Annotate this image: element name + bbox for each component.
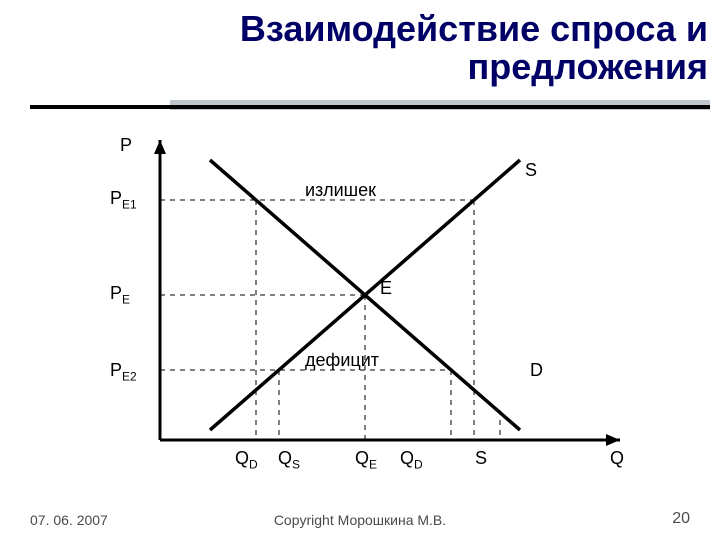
qty-label-qd-left: QD	[235, 448, 258, 472]
curve-label-d: D	[530, 360, 543, 381]
supply-demand-chart: P S D E Q излишек дефицит PE1 PE PE2 QD …	[80, 140, 640, 480]
footer-copyright: Copyright Морошкина М.В.	[0, 512, 720, 528]
qty-label-qd-right: QD	[400, 448, 423, 472]
title-rule-black	[30, 105, 710, 109]
qty-label-s-right: S	[475, 448, 487, 469]
qty-label-qe: QE	[355, 448, 377, 472]
label-deficit: дефицит	[305, 350, 379, 371]
point-label-e: E	[380, 278, 392, 299]
footer-slide-number: 20	[672, 510, 690, 528]
curve-label-s: S	[525, 160, 537, 181]
axis-label-p: P	[120, 135, 132, 156]
qty-label-qs-left: QS	[278, 448, 300, 472]
slide-title: Взаимодействие спроса и предложения	[240, 10, 708, 86]
price-label-pe: PE	[110, 283, 130, 307]
price-label-pe1: PE1	[110, 188, 137, 212]
price-label-pe2: PE2	[110, 360, 137, 384]
title-line-2: предложения	[468, 46, 708, 87]
title-line-1: Взаимодействие спроса и	[240, 8, 708, 49]
label-surplus: излишек	[305, 180, 376, 201]
axis-label-q: Q	[610, 448, 624, 469]
